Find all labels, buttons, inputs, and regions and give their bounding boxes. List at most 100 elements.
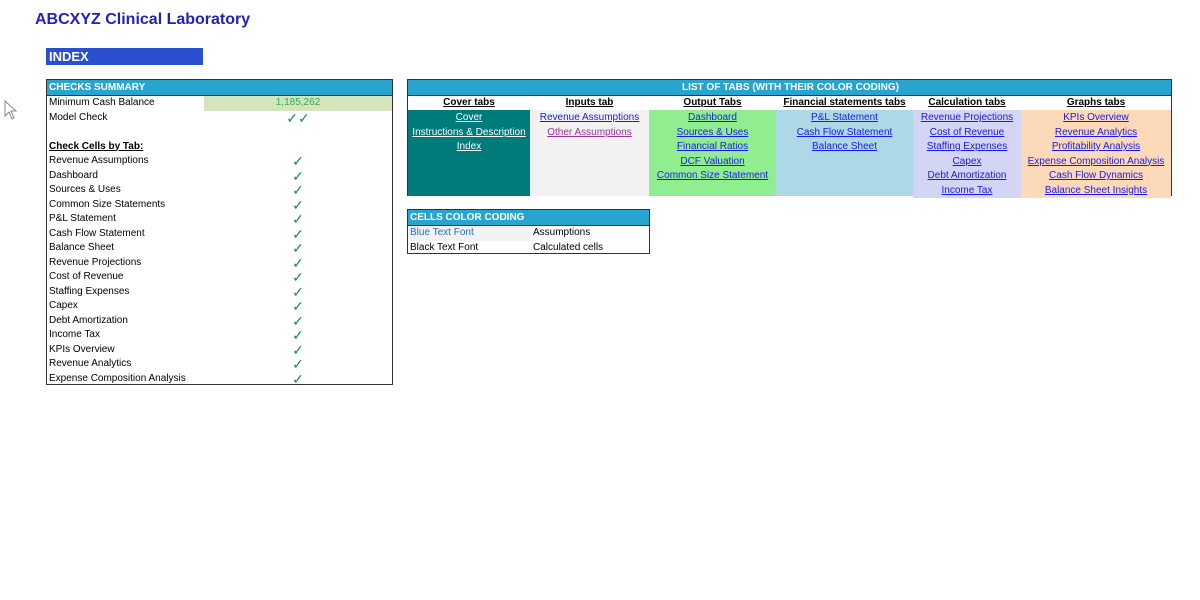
tab-column-title: Cover tabs xyxy=(408,96,530,110)
check-mark-icon: ✓ xyxy=(292,167,304,184)
tab-link[interactable]: Staffing Expenses xyxy=(926,141,1008,152)
checks-summary: CHECKS SUMMARY Minimum Cash Balance 1,185… xyxy=(46,79,393,387)
tab-column: Graphs tabs KPIs Overview Revenue Analytic… xyxy=(1021,96,1171,198)
check-row: Revenue Analytics ✓ xyxy=(47,357,392,372)
check-tab-label: Revenue Assumptions xyxy=(49,155,149,166)
check-mark-icon: ✓ xyxy=(292,211,304,227)
calculated-label: Calculated cells xyxy=(533,241,604,253)
tab-link[interactable]: Instructions & Description xyxy=(412,126,526,138)
tab-link[interactable]: Cash Flow Dynamics xyxy=(1049,170,1143,181)
check-row: Expense Composition Analysis ✓ xyxy=(47,370,392,387)
tab-link[interactable]: KPIs Overview xyxy=(1063,112,1129,123)
black-font-label: Black Text Font xyxy=(410,241,479,253)
check-tab-label: P&L Statement xyxy=(49,213,116,224)
tab-link[interactable]: Revenue Projections xyxy=(920,112,1014,123)
tab-column-title: Inputs tab xyxy=(530,96,649,110)
tab-link[interactable]: DCF Valuation xyxy=(680,155,745,167)
check-tab-label: Balance Sheet xyxy=(49,242,115,253)
check-row: Debt Amortization ✓ xyxy=(47,312,392,329)
check-row: Balance Sheet ✓ xyxy=(47,241,392,256)
check-cells-heading: Check Cells by Tab: xyxy=(49,140,144,152)
tab-column-title: Financial statements tabs xyxy=(776,96,913,110)
check-mark-icon: ✓ xyxy=(292,196,304,213)
check-row: Income Tax ✓ xyxy=(47,328,392,343)
check-row: Dashboard ✓ xyxy=(47,167,392,184)
check-tab-label: Expense Composition Analysis xyxy=(49,372,186,384)
check-mark-icon: ✓ xyxy=(292,182,304,198)
tab-column-title: Graphs tabs xyxy=(1021,96,1171,110)
check-tab-label: KPIs Overview xyxy=(49,343,115,355)
tab-column: Inputs tab Revenue Assumptions Other Assum… xyxy=(530,96,649,196)
tab-link[interactable]: Profitability Analysis xyxy=(1051,141,1141,152)
check-mark-icon: ✓ xyxy=(292,298,304,314)
check-tab-label: Dashboard xyxy=(49,169,98,181)
check-mark-icon: ✓ xyxy=(292,153,304,169)
tab-link[interactable]: Debt Amortization xyxy=(927,170,1007,181)
tab-link[interactable]: Cost of Revenue xyxy=(929,126,1005,138)
tab-link[interactable]: Common Size Statement xyxy=(656,170,769,181)
check-mark-icon: ✓ xyxy=(292,225,304,242)
check-row: Sources & Uses ✓ xyxy=(47,183,392,198)
tab-link[interactable]: Financial Ratios xyxy=(676,141,749,152)
cells-color-coding: CELLS COLOR CODING Blue Text Font Assumpt… xyxy=(407,209,650,254)
check-tab-label: Sources & Uses xyxy=(49,184,121,195)
check-mark-icon: ✓ xyxy=(292,240,304,256)
check-row: Capex ✓ xyxy=(47,299,392,314)
check-row: Staffing Expenses ✓ xyxy=(47,283,392,300)
tab-link[interactable]: Index xyxy=(456,141,482,152)
tab-column: Cover tabs Cover Instructions & Descriptio… xyxy=(408,96,530,196)
check-row: Common Size Statements ✓ xyxy=(47,196,392,213)
check-tab-label: Staffing Expenses xyxy=(49,285,130,297)
tab-link[interactable]: Capex xyxy=(952,155,982,167)
page-title: ABCXYZ Clinical Laboratory xyxy=(35,11,251,28)
model-check-icon: ✓✓ xyxy=(286,109,310,126)
check-row: Revenue Assumptions ✓ xyxy=(47,154,392,169)
tab-link[interactable]: Sources & Uses xyxy=(676,126,749,138)
check-mark-icon: ✓ xyxy=(292,312,304,329)
tab-link[interactable]: Other Assumptions xyxy=(547,126,632,138)
tab-link[interactable]: Income Tax xyxy=(941,184,993,196)
tabs-header: LIST OF TABS (WITH THEIR COLOR CODING) xyxy=(408,80,1171,96)
check-row: Revenue Projections ✓ xyxy=(47,254,392,271)
check-row: Cash Flow Statement ✓ xyxy=(47,225,392,242)
tab-link[interactable]: Cover xyxy=(455,112,483,123)
check-mark-icon: ✓ xyxy=(292,269,304,285)
tab-link[interactable]: Revenue Assumptions xyxy=(539,112,640,123)
check-row: KPIs Overview ✓ xyxy=(47,341,392,358)
check-tab-label: Revenue Projections xyxy=(49,256,142,268)
tab-column-title: Calculation tabs xyxy=(913,96,1021,110)
check-tab-label: Common Size Statements xyxy=(49,198,166,210)
tab-column: Calculation tabs Revenue Projections Cost … xyxy=(913,96,1021,198)
check-tab-label: Cash Flow Statement xyxy=(49,227,145,239)
check-mark-icon: ✓ xyxy=(292,327,304,343)
check-mark-icon: ✓ xyxy=(292,356,304,372)
tab-link[interactable]: Cash Flow Statement xyxy=(796,126,893,138)
tab-link[interactable]: Balance Sheet xyxy=(811,141,878,152)
check-tab-label: Revenue Analytics xyxy=(49,358,132,369)
min-cash-value: 1,185,262 xyxy=(204,96,392,111)
check-tab-label: Debt Amortization xyxy=(49,314,128,326)
check-row: Cost of Revenue ✓ xyxy=(47,270,392,285)
assumptions-label: Assumptions xyxy=(533,227,591,238)
blue-font-label: Blue Text Font xyxy=(408,226,530,241)
checks-header: CHECKS SUMMARY xyxy=(47,80,392,96)
check-tab-label: Cost of Revenue xyxy=(49,271,124,282)
check-tab-label: Income Tax xyxy=(49,329,100,340)
mouse-cursor-icon xyxy=(4,100,18,120)
check-row: P&L Statement ✓ xyxy=(47,212,392,227)
tab-link[interactable]: Balance Sheet Insights xyxy=(1044,184,1148,196)
tab-column: Output Tabs Dashboard Sources & Uses Financ… xyxy=(649,96,776,196)
tab-link[interactable]: Expense Composition Analysis xyxy=(1027,155,1165,167)
check-mark-icon: ✓ xyxy=(292,254,304,271)
tab-column: Financial statements tabs P&L Statement Ca… xyxy=(776,96,913,196)
tab-link[interactable]: Dashboard xyxy=(688,112,737,123)
check-mark-icon: ✓ xyxy=(292,370,304,387)
color-coding-header: CELLS COLOR CODING xyxy=(408,210,649,226)
check-mark-icon: ✓ xyxy=(292,283,304,300)
tabs-list: LIST OF TABS (WITH THEIR COLOR CODING) C… xyxy=(407,79,1172,198)
min-cash-label: Minimum Cash Balance xyxy=(49,97,155,108)
index-label: INDEX xyxy=(46,48,203,65)
check-mark-icon: ✓ xyxy=(292,341,304,358)
tab-link[interactable]: Revenue Analytics xyxy=(1054,126,1138,138)
tab-link[interactable]: P&L Statement xyxy=(811,112,878,123)
